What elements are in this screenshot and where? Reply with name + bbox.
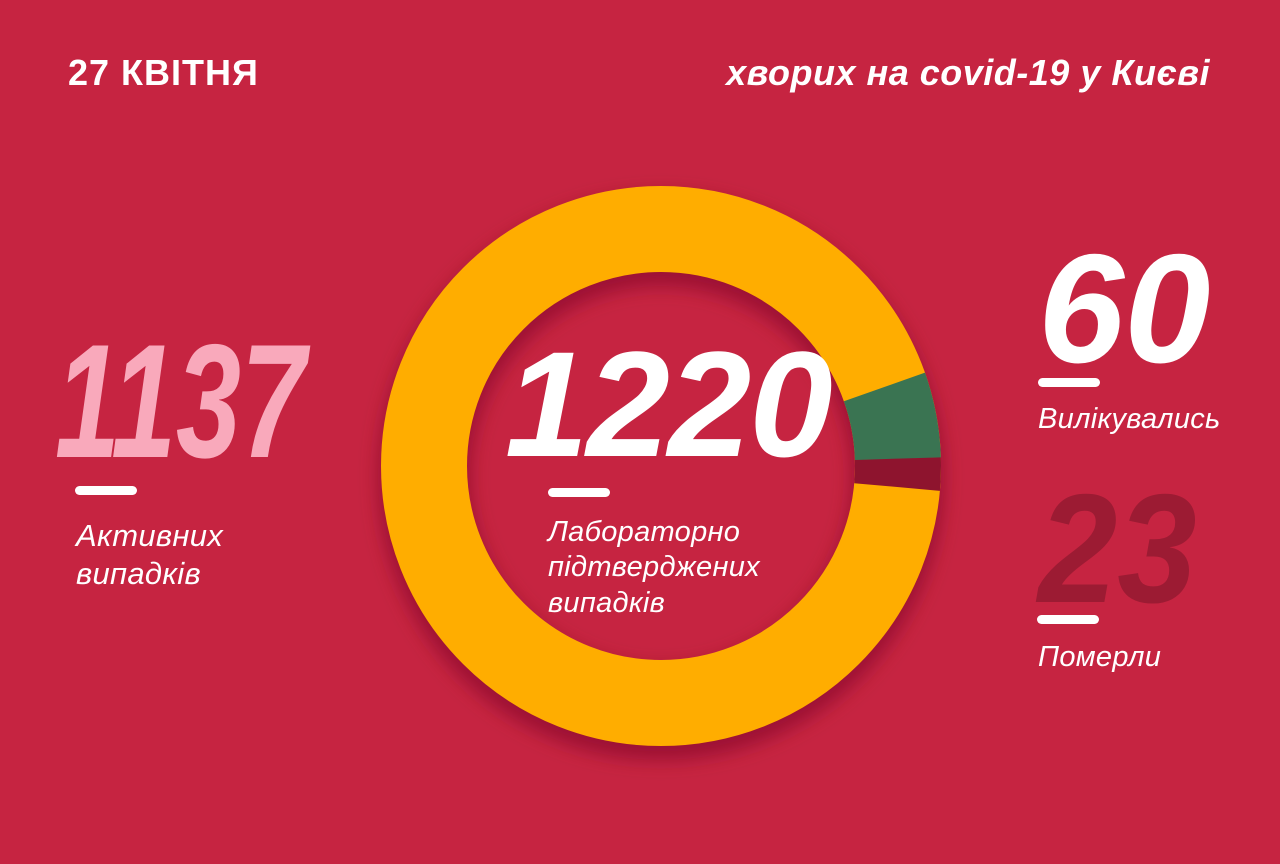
date-heading: 27 КВІТНЯ bbox=[68, 52, 259, 93]
donut-overlay-1 bbox=[380, 185, 941, 746]
recovered-label: Вилікувались bbox=[1038, 403, 1221, 435]
confirmed-cases-value: 1220 bbox=[505, 320, 833, 488]
died-underline bbox=[1037, 615, 1099, 624]
confirmed-cases-underline bbox=[548, 488, 610, 497]
died-value: 23 bbox=[1038, 462, 1197, 635]
recovered-underline bbox=[1038, 378, 1100, 387]
donut-overlay-0 bbox=[381, 186, 941, 746]
active-cases-underline bbox=[75, 486, 137, 495]
donut-chart bbox=[378, 185, 944, 760]
died-label: Померли bbox=[1038, 641, 1162, 673]
active-cases-value: 1137 bbox=[55, 311, 306, 492]
recovered-value: 60 bbox=[1038, 222, 1211, 395]
confirmed-cases-label: Лабораторно підтверджених випадків bbox=[548, 516, 760, 619]
active-cases-label: Активних випадків bbox=[76, 518, 224, 591]
page-title: хворих на covid-19 у Києві bbox=[726, 52, 1210, 93]
